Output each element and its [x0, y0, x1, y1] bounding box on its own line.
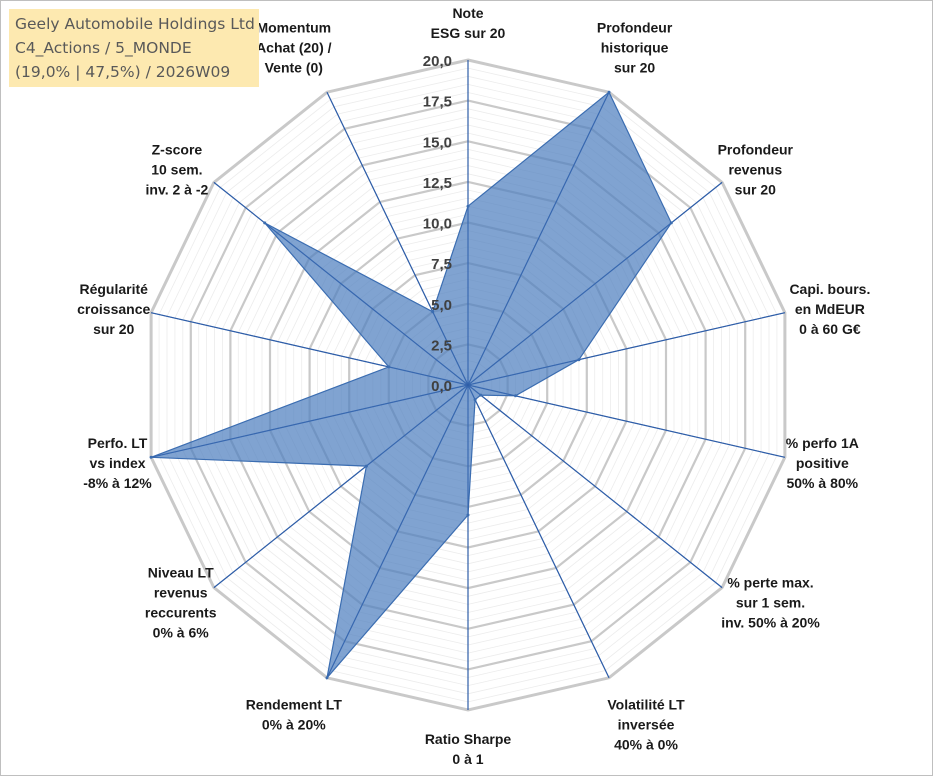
axis-label-line: Achat (20) / — [256, 39, 332, 55]
axis-label-line: inv. 2 à -2 — [146, 182, 209, 198]
axis-label-line: % perfo 1A — [786, 435, 859, 451]
axis-label-line: croissance — [77, 301, 150, 317]
axis-label: Ratio Sharpe 0 à 1 — [425, 731, 512, 767]
axis-label-line: en MdEUR — [795, 301, 865, 317]
axis-label: Note ESG sur 20 — [431, 5, 506, 41]
data-point — [466, 513, 470, 517]
spoke-overlay — [213, 182, 469, 386]
axis-label-line: 0 à 1 — [452, 751, 483, 767]
series-area — [149, 60, 786, 710]
axis-label-line: vs index — [89, 455, 145, 471]
axis-label-line: sur 20 — [93, 321, 134, 337]
axis-label-line: 0% à 6% — [153, 624, 210, 640]
tick-label: 7,5 — [431, 256, 452, 273]
spoke-overlay — [150, 384, 469, 458]
radial-tick-labels: 0,0 2,5 5,0 7,5 10,0 12,5 15,0 17,5 20,0 — [423, 53, 452, 395]
data-point — [479, 393, 483, 397]
axis-label: Z-score 10 sem. inv. 2 à -2 — [146, 142, 209, 198]
data-point — [473, 398, 477, 402]
spoke-overlay — [467, 384, 723, 588]
axis-label-line: Z-score — [152, 142, 203, 158]
axis-labels: Note ESG sur 20 Profondeur historique sur 20… — [77, 5, 870, 767]
spoke-overlay — [213, 384, 469, 588]
axis-label-line: Note — [452, 5, 483, 21]
axis-label: Perfo. LT vs index -8% à 12% — [83, 435, 152, 491]
tick-label: 2,5 — [431, 337, 452, 354]
data-point — [669, 221, 673, 225]
axis-label-line: revenus — [728, 162, 782, 178]
tick-label: 10,0 — [423, 216, 452, 233]
tick-label: 17,5 — [423, 94, 452, 111]
axis-label-line: Rendement LT — [246, 697, 343, 713]
tick-label: 20,0 — [423, 53, 452, 70]
axis-label-line: ESG sur 20 — [431, 25, 506, 41]
axis-label-line: Ratio Sharpe — [425, 731, 512, 747]
axis-label-line: % perte max. — [727, 574, 813, 590]
spoke-overlay — [150, 312, 469, 386]
axis-label: Régularité croissance sur 20 — [77, 281, 150, 337]
axis-label-line: Momentum — [256, 19, 331, 35]
data-point — [466, 204, 470, 208]
company-name: Geely Automobile Holdings Ltd — [15, 15, 255, 33]
data-point — [263, 221, 267, 225]
axis-label: Momentum Achat (20) / Vente (0) — [256, 19, 332, 75]
axis-label-line: reccurents — [145, 604, 217, 620]
axis-label-line: inv. 50% à 20% — [721, 614, 820, 630]
axis-label-line: sur 20 — [614, 59, 655, 75]
portfolio-name: C4_Actions / 5_MONDE — [15, 39, 192, 57]
axis-label-line: historique — [601, 39, 669, 55]
data-point — [431, 310, 435, 314]
score-stats: (19,0% | 47,5%) / 2026W09 — [15, 63, 231, 81]
axis-label-line: sur 20 — [735, 182, 776, 198]
axis-label-line: revenus — [154, 584, 208, 600]
axis-label-line: 0 à 60 G€ — [799, 321, 861, 337]
axis-label-line: -8% à 12% — [83, 475, 152, 491]
spoke-overlay — [326, 91, 469, 386]
data-point — [607, 90, 611, 94]
tick-label: 0,0 — [431, 378, 452, 395]
spoke-overlay — [467, 384, 610, 679]
axis-label-line: 10 sem. — [151, 162, 202, 178]
data-point — [387, 365, 391, 369]
axis-label-line: 40% à 0% — [614, 737, 678, 753]
axis-label-line: Niveau LT — [148, 564, 214, 580]
axis-label: Profondeur revenus sur 20 — [718, 142, 794, 198]
data-point — [364, 464, 368, 468]
axis-label: Rendement LT 0% à 20% — [246, 697, 343, 733]
spoke-overlay — [467, 91, 610, 386]
axis-label: Niveau LT revenus reccurents 0% à 6% — [145, 564, 217, 640]
spoke-overlay — [467, 182, 723, 386]
axis-label-line: Perfo. LT — [88, 435, 148, 451]
title-box: Geely Automobile Holdings Ltd C4_Actions… — [9, 9, 259, 87]
axis-label-line: Profondeur — [597, 19, 673, 35]
tick-label: 15,0 — [423, 134, 452, 151]
spoke-overlay — [467, 384, 786, 458]
axis-label: Volatilité LT inversée 40% à 0% — [607, 697, 685, 753]
axis-label: Capi. bours. en MdEUR 0 à 60 G€ — [789, 281, 870, 337]
tick-label: 12,5 — [423, 175, 452, 192]
axis-label-line: sur 1 sem. — [736, 594, 805, 610]
axis-label: % perte max. sur 1 sem. inv. 50% à 20% — [721, 574, 820, 630]
data-point — [577, 358, 581, 362]
axis-label: Profondeur historique sur 20 — [597, 19, 673, 75]
axis-label: % perfo 1A positive 50% à 80% — [786, 435, 859, 491]
spoke-overlay — [326, 384, 469, 679]
axis-label-line: Volatilité LT — [607, 697, 685, 713]
data-point — [325, 676, 329, 680]
spoke-overlay — [467, 312, 786, 386]
data-point — [149, 455, 153, 459]
axis-label-line: Capi. bours. — [789, 281, 870, 297]
axis-label-line: 50% à 80% — [786, 475, 858, 491]
axis-label-line: Vente (0) — [265, 59, 323, 75]
axis-label-line: positive — [796, 455, 849, 471]
axis-label-line: Profondeur — [718, 142, 794, 158]
tick-label: 5,0 — [431, 297, 452, 314]
axis-label-line: inversée — [618, 717, 675, 733]
axis-label-line: 0% à 20% — [262, 717, 326, 733]
data-point — [514, 394, 517, 398]
axis-label-line: Régularité — [79, 281, 148, 297]
